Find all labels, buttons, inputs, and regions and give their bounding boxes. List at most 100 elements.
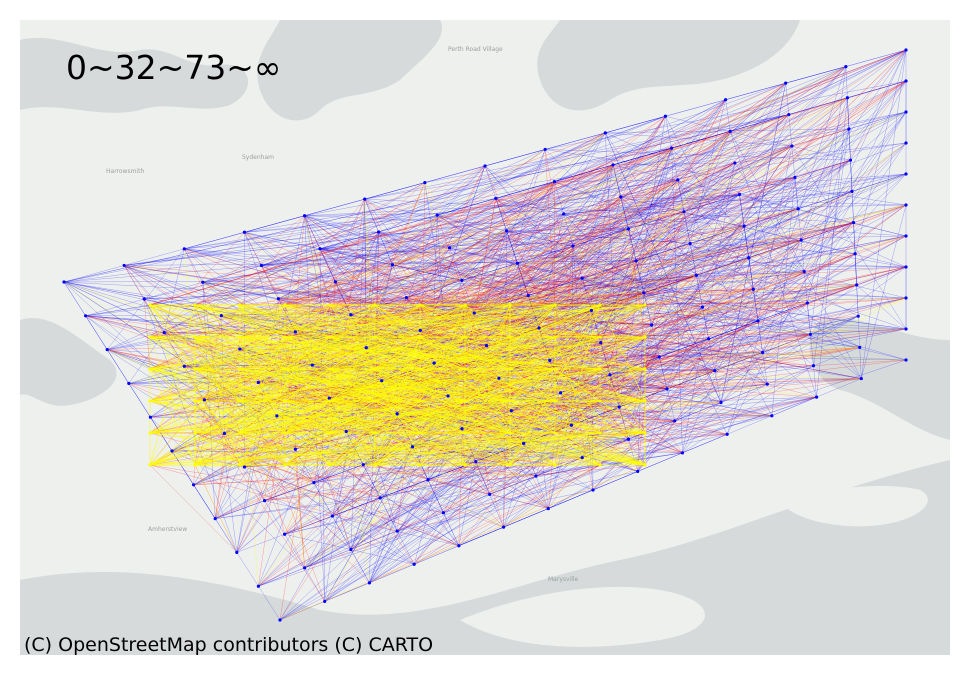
flow-line <box>637 306 703 472</box>
flow-line <box>419 145 792 306</box>
flow-line <box>725 99 731 132</box>
flow-line <box>149 464 536 477</box>
flow-line <box>319 191 853 249</box>
flow-line <box>279 479 429 621</box>
flow-line <box>637 400 646 472</box>
flow-line <box>509 374 611 402</box>
flow-line <box>599 147 672 306</box>
flow-line <box>527 295 601 466</box>
flow-line <box>374 179 678 370</box>
flow-line <box>194 131 731 306</box>
grid-node <box>688 241 692 246</box>
flow-line <box>366 162 735 348</box>
flow-line <box>612 164 646 338</box>
grid-node <box>723 98 728 102</box>
flow-line <box>582 204 907 279</box>
flow-line <box>364 198 511 306</box>
grid-node <box>349 547 353 552</box>
grid-node <box>328 335 332 339</box>
flow-line <box>194 368 376 466</box>
grid-node <box>814 395 819 399</box>
flow-line <box>239 297 407 434</box>
flow-line <box>304 194 740 216</box>
flow-line <box>284 368 331 402</box>
flow-line <box>853 222 859 317</box>
flow-line <box>284 415 772 535</box>
flow-line <box>284 66 846 434</box>
grid-node <box>463 431 467 435</box>
flow-line <box>486 345 646 434</box>
grid-node <box>508 431 512 435</box>
grid-node <box>182 364 186 368</box>
grid-node <box>543 147 547 152</box>
flow-line <box>734 142 907 164</box>
grid-node <box>665 387 669 391</box>
flow-line <box>332 432 466 517</box>
grid-node <box>904 265 908 269</box>
flow-line <box>449 177 796 249</box>
flow-line <box>319 179 678 249</box>
grid-node <box>426 478 430 482</box>
flow-line <box>644 368 668 390</box>
flow-line <box>771 177 796 416</box>
flow-line <box>420 111 907 331</box>
flow-line <box>856 284 907 330</box>
flow-line <box>374 304 638 472</box>
grid-node <box>377 230 381 234</box>
flow-line <box>743 114 790 227</box>
flow-line <box>194 231 379 306</box>
flow-line <box>374 116 666 338</box>
flow-line <box>554 181 805 272</box>
flow-line <box>474 222 854 314</box>
map-canvas[interactable]: Perth Road Village Sydenham Harrowsmith … <box>20 20 950 655</box>
flow-line <box>665 116 851 161</box>
flow-line <box>486 149 546 346</box>
flow-line <box>350 194 740 315</box>
flow-line <box>374 304 421 402</box>
flow-lines-layer <box>63 49 907 621</box>
flow-line <box>612 162 735 166</box>
flow-line <box>659 352 763 358</box>
flow-line <box>495 198 715 371</box>
flow-line <box>850 49 907 161</box>
flow-line <box>194 336 333 517</box>
flow-line <box>374 215 438 338</box>
flow-line <box>378 231 466 306</box>
flow-line <box>582 277 644 294</box>
flow-line <box>582 278 768 385</box>
flow-line <box>677 179 749 258</box>
grid-node <box>598 335 602 339</box>
flow-line <box>563 194 740 215</box>
flow-line <box>424 182 466 338</box>
grid-node <box>418 463 422 467</box>
flow-line <box>420 173 907 331</box>
grid-node <box>441 511 446 515</box>
grid-node <box>463 303 467 307</box>
grid-node <box>853 252 857 256</box>
grid-node <box>446 394 450 398</box>
flow-line <box>124 213 564 266</box>
grid-node <box>328 463 332 467</box>
flow-line <box>304 235 907 569</box>
flow-line <box>464 360 550 370</box>
grid-node <box>463 463 467 467</box>
flow-line <box>397 359 907 532</box>
flow-line <box>644 356 660 370</box>
flow-line <box>714 226 745 371</box>
flow-line <box>571 235 907 426</box>
flow-line <box>503 253 856 528</box>
flow-line <box>674 352 763 422</box>
flow-line <box>528 116 666 296</box>
flow-line <box>464 295 529 338</box>
flow-line <box>329 304 370 583</box>
grid-node <box>435 213 439 217</box>
flow-line <box>677 179 805 272</box>
grid-node <box>395 529 399 533</box>
grid-node <box>904 358 908 362</box>
flow-line <box>509 49 907 306</box>
flow-line <box>620 173 907 198</box>
grid-node <box>238 399 242 403</box>
flow-line <box>620 196 697 276</box>
grid-node <box>283 335 287 339</box>
grid-node <box>373 399 377 403</box>
